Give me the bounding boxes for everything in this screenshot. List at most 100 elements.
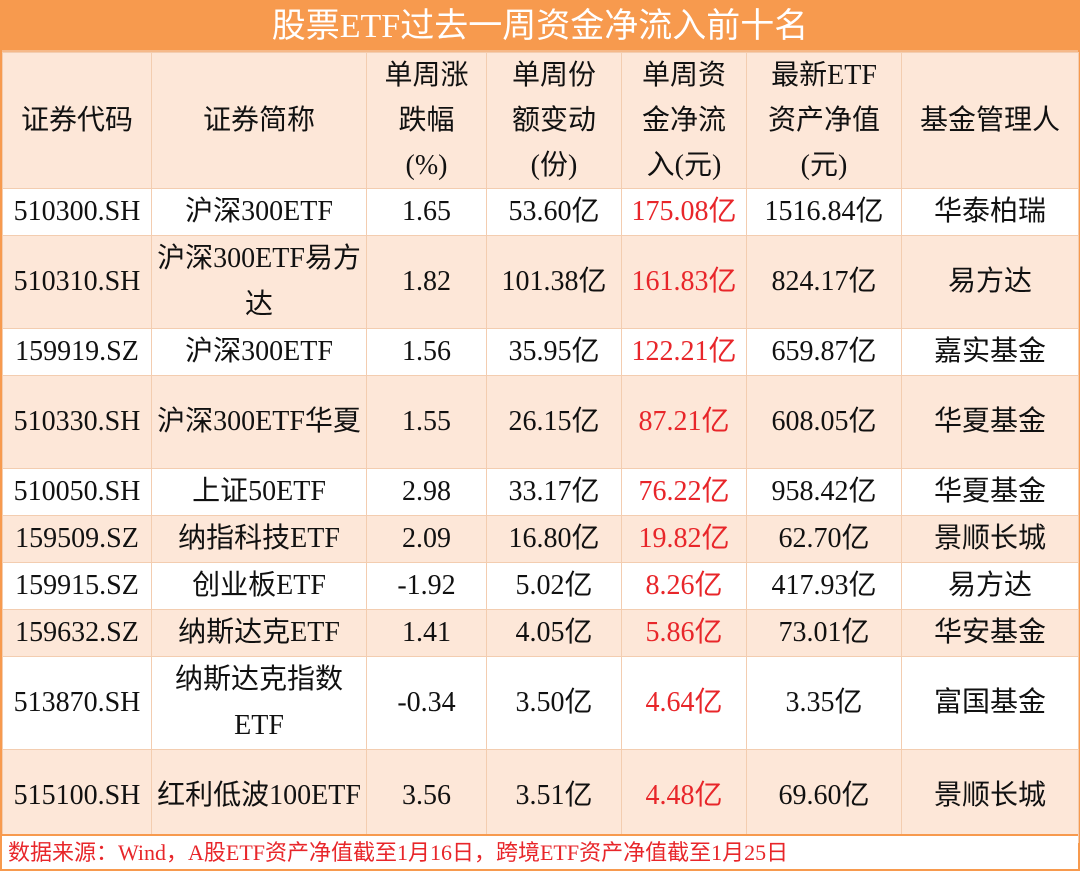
cell-nav: 824.17亿 [746,235,902,329]
cell-name: 沪深300ETF [151,188,367,236]
cell-inflow: 87.21亿 [621,375,747,469]
cell-code: 510300.SH [2,188,152,236]
cell-shares: 35.95亿 [486,328,622,376]
column-header: 单周份额变动 (份) [486,52,622,189]
cell-name: 上证50ETF [151,468,367,516]
cell-inflow: 5.86亿 [621,609,747,657]
column-header: 证券简称 [151,52,367,189]
column-header: 单周涨跌幅(%) [366,52,487,189]
table-row: 159919.SZ 沪深300ETF 1.56 35.95亿 122.21亿 659.87… [2,328,1079,376]
table-row: 159915.SZ 创业板ETF -1.92 5.02亿 8.26亿 417.93亿 易方达 [2,562,1079,610]
cell-manager: 易方达 [901,235,1079,329]
cell-manager: 景顺长城 [901,749,1079,843]
cell-nav: 1516.84亿 [746,188,902,236]
cell-nav: 958.42亿 [746,468,902,516]
cell-name: 沪深300ETF华夏 [151,375,367,469]
cell-manager: 景顺长城 [901,515,1079,563]
cell-inflow: 8.26亿 [621,562,747,610]
table-row: 513870.SH 纳斯达克指数ETF -0.34 3.50亿 4.64亿 3.35亿 富国… [2,656,1079,750]
cell-nav: 608.05亿 [746,375,902,469]
cell-manager: 华泰柏瑞 [901,188,1079,236]
cell-shares: 4.05亿 [486,609,622,657]
cell-change: 3.56 [366,749,487,843]
cell-change: 1.65 [366,188,487,236]
table-row: 510050.SH 上证50ETF 2.98 33.17亿 76.22亿 958.42亿华… [2,468,1079,516]
table-row: 510330.SH 沪深300ETF华夏 1.55 26.15亿 87.21亿 608.0… [2,375,1079,469]
table-row: 159632.SZ 纳斯达克ETF 1.41 4.05亿 5.86亿 73.01亿 华安基金 [2,609,1079,657]
cell-code: 159509.SZ [2,515,152,563]
cell-manager: 嘉实基金 [901,328,1079,376]
cell-code: 510050.SH [2,468,152,516]
table-row: 510300.SH 沪深300ETF 1.65 53.60亿 175.08亿 1516.8… [2,188,1079,236]
cell-name: 纳斯达克指数ETF [151,656,367,750]
cell-inflow: 4.64亿 [621,656,747,750]
cell-nav: 659.87亿 [746,328,902,376]
cell-code: 510330.SH [2,375,152,469]
cell-code: 510310.SH [2,235,152,329]
cell-shares: 16.80亿 [486,515,622,563]
cell-code: 159919.SZ [2,328,152,376]
column-header: 基金管理人 [901,52,1079,189]
column-header-text: 单周涨跌幅(%) [384,60,469,181]
cell-name: 创业板ETF [151,562,367,610]
cell-change: 2.98 [366,468,487,516]
column-header-line: (元) [800,150,848,181]
cell-code: 513870.SH [2,656,152,750]
column-header-line: 入(元) [646,150,722,181]
cell-change: 1.41 [366,609,487,657]
cell-shares: 33.17亿 [486,468,622,516]
column-header-line: 基金管理人 [919,105,1060,136]
cell-code: 159915.SZ [2,562,152,610]
column-header-line: 单周份 [511,60,596,91]
table-row: 515100.SH 红利低波100ETF 3.56 3.51亿 4.48亿 69.60亿景… [2,749,1079,843]
cell-nav: 69.60亿 [746,749,902,843]
cell-change: 1.55 [366,375,487,469]
cell-shares: 26.15亿 [486,375,622,469]
cell-change: 2.09 [366,515,487,563]
cell-name: 纳指科技ETF [151,515,367,563]
cell-nav: 73.01亿 [746,609,902,657]
cell-inflow: 122.21亿 [621,328,747,376]
cell-shares: 3.50亿 [486,656,622,750]
cell-change: -0.34 [366,656,487,750]
cell-inflow: 19.82亿 [621,515,747,563]
source-note: 数据来源：Wind，A股ETF资产净值截至1月16日，跨境ETF资产净值截至1月… [2,834,1078,869]
column-header-line: 证券简称 [202,105,315,136]
cell-manager: 华夏基金 [901,468,1079,516]
cell-name: 沪深300ETF [151,328,367,376]
cell-nav: 417.93亿 [746,562,902,610]
header-row: 证券代码 证券简称 单周涨跌幅(%) 单周份 额变动 (份) 单周资 金净流 入(元) 最新ETF… [2,52,1079,189]
column-header: 单周资金净流入(元) [621,52,747,189]
cell-shares: 3.51亿 [486,749,622,843]
column-header-line: 金净流 [641,105,726,136]
column-header: 证券代码 [2,52,152,189]
cell-nav: 3.35亿 [746,656,902,750]
cell-nav: 62.70亿 [746,515,902,563]
cell-manager: 易方达 [901,562,1079,610]
cell-code: 159632.SZ [2,609,152,657]
table-title: 股票ETF过去一周资金净流入前十名 [2,2,1078,52]
etf-table: 证券代码 证券简称 单周涨跌幅(%) 单周份 额变动 (份) 单周资 金净流 入(元) 最新ETF… [2,52,1079,843]
cell-name: 红利低波100ETF [151,749,367,843]
column-header-line: 单周资 [641,60,726,91]
cell-inflow: 161.83亿 [621,235,747,329]
column-header-line: (份) [530,150,578,181]
column-header-line: 额变动 [511,105,596,136]
cell-change: 1.56 [366,328,487,376]
column-header-line: 资产净值 [767,105,880,136]
column-header-line: 最新ETF [771,60,877,91]
cell-name: 纳斯达克ETF [151,609,367,657]
cell-change: -1.92 [366,562,487,610]
cell-inflow: 175.08亿 [621,188,747,236]
cell-manager: 华安基金 [901,609,1079,657]
cell-manager: 富国基金 [901,656,1079,750]
column-header-line: 证券代码 [20,105,133,136]
cell-inflow: 4.48亿 [621,749,747,843]
cell-inflow: 76.22亿 [621,468,747,516]
column-header: 最新ETF 资产净值 (元) [746,52,902,189]
cell-shares: 101.38亿 [486,235,622,329]
cell-manager: 华夏基金 [901,375,1079,469]
cell-shares: 5.02亿 [486,562,622,610]
cell-change: 1.82 [366,235,487,329]
